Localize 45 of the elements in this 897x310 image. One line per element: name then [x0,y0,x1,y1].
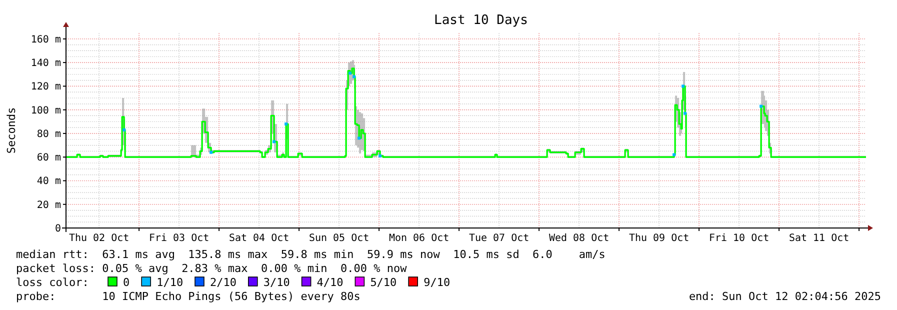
y-tick-label: 60 m [36,152,61,164]
x-tick-label: Thu 02 Oct [68,233,130,244]
legend-label: 9/10 [424,276,450,289]
y-tick-label: 80 m [36,128,61,140]
x-tick-label: Fri 10 Oct [708,233,770,244]
point [672,153,676,156]
y-tick-label: 160 m [30,34,61,46]
legend-label: 4/10 [316,276,344,289]
y-tick-label: 120 m [30,82,61,93]
point [122,128,126,132]
y-tick-label: 100 m [30,105,61,116]
x-tick-label: Mon 06 Oct [388,233,450,244]
legend-title: loss color: [16,276,89,289]
legend-label: 1/10 [156,276,184,289]
x-tick-label: Fri 03 Oct [148,233,210,244]
y-tick-label: 40 m [36,176,61,188]
point [348,72,352,75]
x-tick-label: Sun 05 Oct [308,233,370,244]
y-tick-label: 20 m [36,200,61,211]
x-tick-label: Wed 08 Oct [548,233,610,244]
point [352,75,356,78]
x-tick-label: Sat 11 Oct [788,233,850,244]
x-tick-label: Sat 04 Oct [228,233,290,244]
point [272,140,276,144]
y-tick-label: 140 m [30,58,61,70]
legend-label: 5/10 [370,276,397,289]
point [284,122,288,126]
x-tick-label: Tue 07 Oct [468,233,530,244]
legend-label: 0 [123,276,130,289]
x-tick-label: Thu 09 Oct [628,233,690,244]
legend-label: 2/10 [210,276,236,289]
text: probe: 10 ICMP Echo Pings (56 Bytes) every 80s [16,290,360,303]
point [760,104,763,108]
y-tick-label: 0 [54,224,61,234]
text: median rtt: 63.1 ms avg 135.8 ms max 59.8 ms min 59.9 ms now 10.5 ms sd 6.0 am/s [16,248,606,261]
legend-label: 3/10 [263,276,290,289]
text: end: Sun Oct 12 02:04:56 2025 [688,290,881,303]
chart-title: Last 10 Days [434,13,528,28]
y-axis-title: Seconds [5,107,18,154]
point [682,84,685,88]
point [358,136,361,140]
text: packet loss: 0.05 % avg 2.83 % max 0.00 % min 0.00 % now [16,262,408,275]
point [378,154,382,158]
point [210,150,213,154]
point [684,112,687,115]
